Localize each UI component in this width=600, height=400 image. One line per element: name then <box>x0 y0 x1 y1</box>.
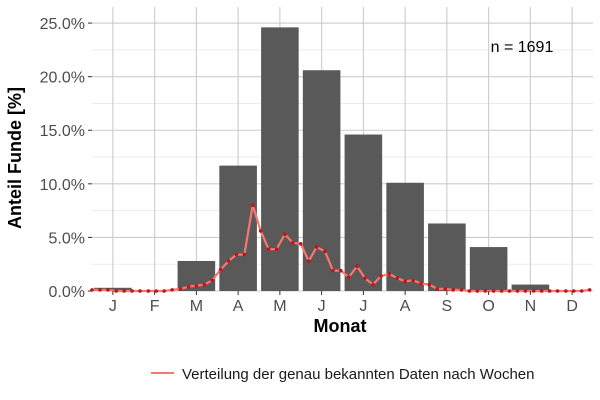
weekly-point <box>323 249 327 254</box>
x-tick-label: J <box>359 298 367 315</box>
bar-j-7 <box>344 134 383 291</box>
weekly-point <box>242 252 247 257</box>
y-axis-title: Anteil Funde [%] <box>5 87 25 229</box>
weekly-point <box>523 289 528 293</box>
weekly-point <box>539 289 544 293</box>
weekly-point <box>387 272 392 276</box>
weekly-point <box>427 282 432 287</box>
weekly-line <box>90 203 592 293</box>
x-tick-label: A <box>233 298 244 315</box>
weekly-point <box>515 289 520 293</box>
weekly-point <box>499 289 504 293</box>
bar-j-6 <box>302 70 341 291</box>
weekly-point <box>218 267 223 272</box>
bar-a-8 <box>386 182 424 291</box>
weekly-point <box>266 247 271 252</box>
x-tick-label: J <box>318 298 326 315</box>
weekly-point <box>419 281 423 286</box>
weekly-point <box>130 289 134 293</box>
x-tick-label: M <box>273 298 286 315</box>
weekly-point <box>146 289 151 293</box>
x-tick-label: F <box>150 298 160 315</box>
weekly-point <box>154 289 159 293</box>
y-tick-label: 10.0% <box>40 177 85 194</box>
x-tick-label: M <box>190 298 203 315</box>
weekly-point <box>443 287 448 291</box>
weekly-point <box>106 288 110 292</box>
weekly-point <box>274 247 279 252</box>
weekly-point <box>587 288 592 292</box>
y-tick-label: 5.0% <box>49 230 85 247</box>
weekly-point <box>346 275 351 279</box>
weekly-point <box>138 289 142 293</box>
weekly-point <box>435 287 440 291</box>
y-tick-label: 15.0% <box>40 123 85 140</box>
weekly-point <box>162 289 167 293</box>
x-tick-label: N <box>525 298 537 315</box>
weekly-point <box>475 289 480 293</box>
weekly-point <box>186 284 191 289</box>
weekly-point <box>339 268 343 273</box>
weekly-point <box>250 203 255 208</box>
x-tick-label: S <box>442 298 453 315</box>
weekly-point <box>403 279 407 284</box>
weekly-point <box>395 276 399 280</box>
weekly-point <box>298 242 303 246</box>
weekly-point <box>202 282 207 287</box>
bar-n-11 <box>511 284 550 291</box>
x-axis-title: Monat <box>314 316 367 336</box>
bar-o-10 <box>469 247 508 291</box>
weekly-point <box>210 278 215 283</box>
weekly-point <box>451 288 455 292</box>
y-tick-label: 0.0% <box>49 284 85 301</box>
weekly-point <box>555 289 560 293</box>
weekly-point <box>355 264 359 269</box>
weekly-point <box>371 282 375 287</box>
weekly-point <box>507 289 512 293</box>
weekly-point <box>234 252 239 257</box>
weekly-line-path <box>92 204 590 293</box>
x-tick-label: A <box>400 298 411 315</box>
legend-label: Verteilung der genau bekannten Daten nac… <box>182 366 535 383</box>
weekly-point <box>467 289 472 293</box>
bar-j-1 <box>94 287 132 291</box>
x-tick-label: J <box>109 298 117 315</box>
weekly-point <box>114 289 119 293</box>
weekly-point <box>579 289 584 293</box>
bar-a-4 <box>219 165 257 291</box>
bar-s-9 <box>428 223 466 291</box>
weekly-point <box>491 289 496 293</box>
weekly-point <box>363 276 367 280</box>
x-tick-label: O <box>482 298 494 315</box>
weekly-point <box>331 268 335 273</box>
weekly-point <box>291 240 295 245</box>
x-tick-label: D <box>566 298 578 315</box>
weekly-point <box>98 288 102 292</box>
bar-m-5 <box>261 27 299 291</box>
weekly-point <box>178 287 183 291</box>
weekly-point <box>283 232 287 236</box>
weekly-point <box>379 274 383 278</box>
y-ticks: 0.0% 5.0% 10.0% 15.0% 20.0% 25.0% <box>40 16 92 301</box>
weekly-point <box>194 283 199 288</box>
legend: Verteilung der genau bekannten Daten nac… <box>151 366 535 383</box>
weekly-point <box>571 289 576 293</box>
weekly-point <box>411 278 415 283</box>
weekly-point <box>564 289 568 293</box>
weekly-point <box>483 289 488 293</box>
weekly-point <box>122 289 126 293</box>
weekly-point <box>531 289 536 293</box>
weekly-point <box>226 259 231 263</box>
weekly-point <box>459 288 464 292</box>
weekly-point <box>306 259 311 263</box>
weekly-point <box>258 229 263 233</box>
y-tick-label: 20.0% <box>40 70 85 87</box>
weekly-point <box>547 289 552 293</box>
annotation-n: n = 1691 <box>491 39 554 56</box>
y-tick-label: 25.0% <box>40 16 85 33</box>
weekly-point <box>314 245 319 249</box>
weekly-point <box>170 288 174 292</box>
